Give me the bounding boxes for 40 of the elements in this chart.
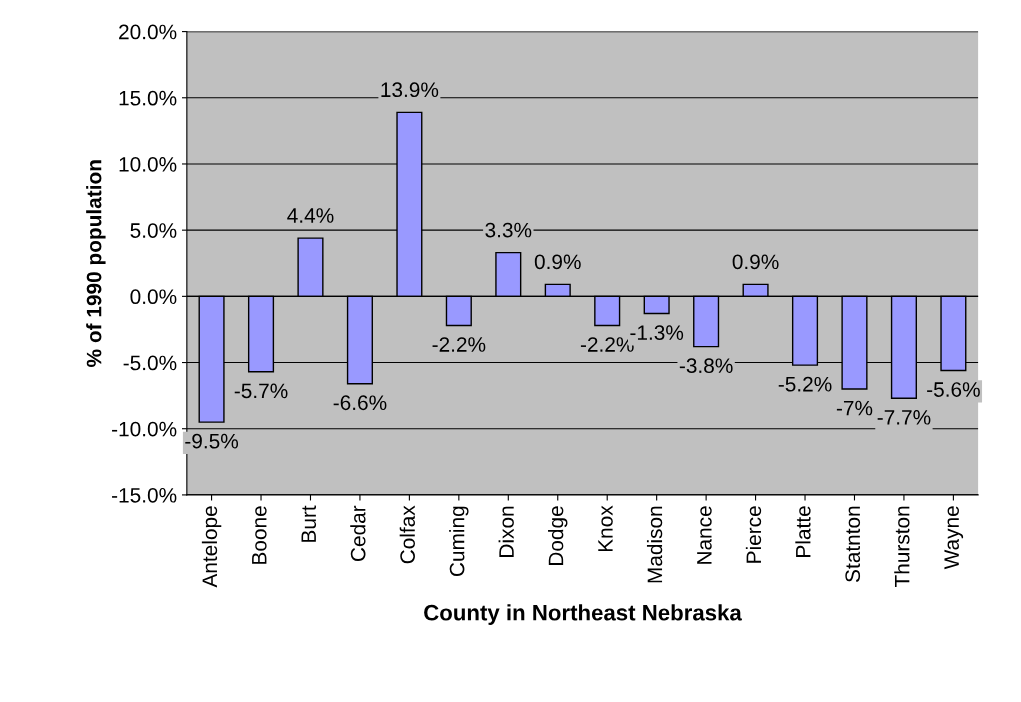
x-tick-label: Dodge (548, 506, 568, 565)
x-tick-label: Knox (598, 505, 613, 552)
y-tick-label: 15.0% (119, 90, 177, 106)
x-tick-label: Wayne (944, 506, 964, 570)
data-label: -5.6% (927, 382, 980, 397)
data-label: 0.9% (534, 254, 581, 270)
x-tick-label: Boone (252, 506, 267, 564)
data-label: -2.2% (432, 337, 486, 352)
x-tick-label: Thurston (894, 506, 910, 588)
y-tick-label: 5.0% (130, 223, 177, 238)
x-tick-label: Cedar (350, 505, 366, 562)
y-tick-label: -10.0% (112, 421, 177, 437)
data-label: 0.9% (732, 254, 779, 270)
x-axis-title: County in Northeast Nebraska (424, 604, 742, 625)
x-tick-label: Statnton (845, 506, 861, 582)
y-tick-label: -5.0% (123, 355, 177, 371)
data-label: -6.6% (333, 395, 387, 411)
x-tick-label: Madison (646, 506, 663, 583)
data-label: -5.7% (234, 383, 288, 399)
y-axis-title: % of 1990 population (86, 160, 106, 367)
data-label: -5.2% (778, 376, 832, 392)
x-tick-label: Cuming (449, 506, 469, 577)
y-tick-label: 20.0% (119, 24, 177, 40)
data-label: -3.8% (679, 358, 733, 374)
x-tick-label: Antelope (201, 506, 222, 588)
data-label: -7.7% (877, 410, 931, 425)
data-label: 4.4% (287, 208, 334, 223)
x-tick-label: Pierce (745, 506, 762, 563)
x-tick-label: Colfax (399, 505, 415, 564)
y-tick-label: 0.0% (130, 289, 177, 305)
y-tick-label: -15.0% (112, 487, 177, 503)
y-tick-label: 10.0% (119, 156, 177, 172)
data-label: 3.3% (485, 222, 532, 238)
data-label: -7% (836, 400, 873, 416)
x-tick-label: Dixon (498, 506, 514, 557)
data-label: 13.9% (381, 82, 439, 98)
x-tick-label: Burt (301, 505, 317, 542)
x-tick-label: Platte (795, 506, 811, 557)
data-label: -9.5% (185, 433, 239, 449)
x-tick-label: Nance (697, 506, 712, 564)
